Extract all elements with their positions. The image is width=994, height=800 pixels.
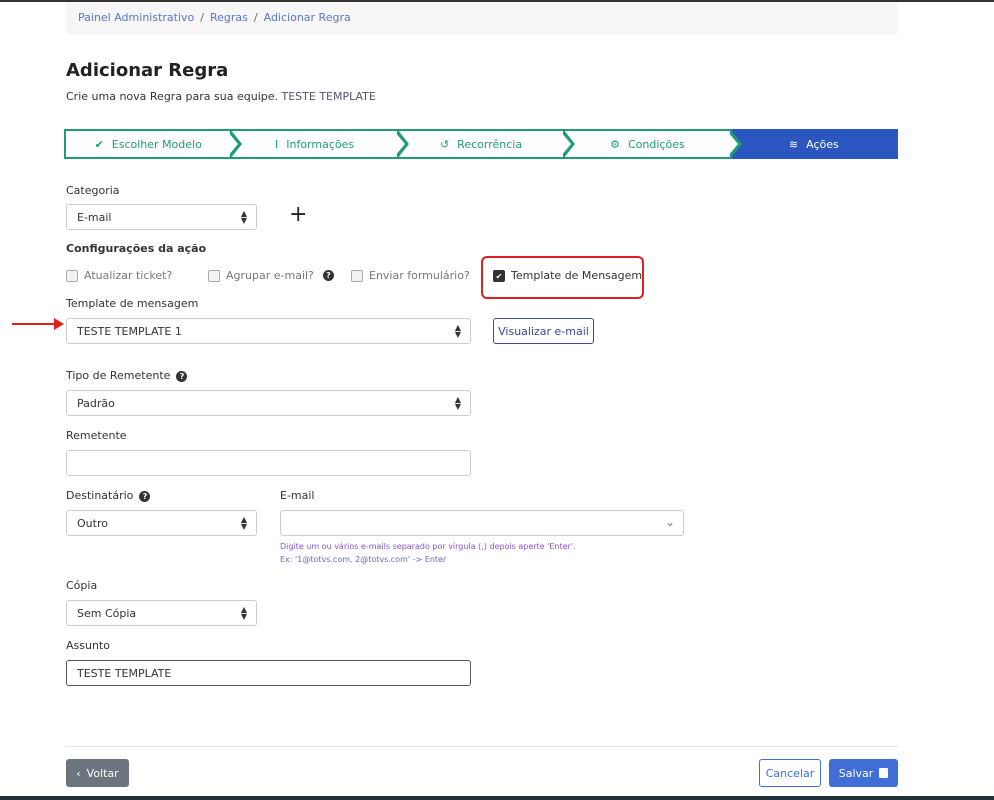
step-label: Ações	[806, 137, 839, 151]
step-label: Informações	[286, 137, 355, 151]
categoria-value: E-mail	[77, 211, 112, 224]
chevron-left-icon: ‹	[76, 766, 81, 780]
red-arrow-icon	[12, 318, 64, 330]
assunto-input[interactable]: TESTE TEMPLATE	[66, 660, 471, 686]
salvar-button[interactable]: Salvar	[829, 759, 898, 787]
email-help-2: Ex: '1@totvs.com, 2@totvs.com' -> Enter	[280, 555, 447, 564]
checkbox-box[interactable]	[351, 269, 363, 282]
checkbox-box[interactable]	[66, 269, 78, 282]
bottom-bar	[0, 796, 994, 800]
sort-caret-icon: ▲ ▼	[240, 209, 247, 225]
highlight-box	[481, 256, 644, 299]
breadcrumb-current: Adicionar Regra	[263, 11, 351, 24]
undo-icon: ↺	[439, 137, 450, 151]
step-informacoes[interactable]: I Informações	[232, 129, 409, 159]
destinatario-label: Destinatário?	[66, 489, 151, 502]
breadcrumb-painel[interactable]: Painel Administrativo	[78, 11, 195, 24]
breadcrumb-separator: /	[200, 11, 204, 24]
template-select[interactable]: TESTE TEMPLATE 1 ▲ ▼	[66, 318, 471, 344]
text-cursor-icon: I	[275, 137, 279, 151]
assunto-label: Assunto	[66, 639, 110, 652]
step-label: Condições	[628, 137, 685, 151]
email-help-1: Digite um ou vários e-mails separado por…	[280, 542, 576, 551]
help-icon[interactable]: ?	[139, 490, 151, 502]
checkbox-atualizar-ticket[interactable]: Atualizar ticket?	[66, 269, 172, 282]
destinatario-text: Destinatário	[66, 489, 134, 502]
categoria-label: Categoria	[66, 184, 120, 197]
step-recorrencia[interactable]: ↺ Recorrência	[398, 129, 576, 159]
tipo-remetente-label: Tipo de Remetente?	[66, 369, 188, 382]
destinatario-select[interactable]: Outro ▲ ▼	[66, 510, 257, 536]
salvar-label: Salvar	[838, 766, 874, 780]
subtitle-name: TESTE TEMPLATE	[281, 90, 376, 103]
copia-value: Sem Cópia	[77, 607, 137, 620]
step-acoes[interactable]: ≋ Ações	[731, 129, 899, 159]
checkbox-label: Agrupar e-mail?	[226, 269, 314, 282]
divider	[66, 746, 898, 747]
step-label: Escolher Modelo	[111, 137, 202, 151]
categoria-select[interactable]: E-mail ▲ ▼	[66, 204, 257, 230]
step-condicoes[interactable]: ⚙ Condições	[565, 129, 742, 159]
email-label: E-mail	[280, 489, 315, 502]
checkbox-label: Enviar formulário?	[369, 269, 470, 282]
gear-icon: ⚙	[610, 137, 620, 151]
stepper: ✔ Escolher Modelo I Informações ↺ Recorrênc…	[64, 129, 899, 159]
step-label: Recorrência	[457, 137, 523, 151]
page-title: Adicionar Regra	[66, 60, 229, 81]
breadcrumb: Painel Administrativo / Regras / Adicionar R…	[66, 2, 898, 35]
tipo-remetente-select[interactable]: Padrão ▲ ▼	[66, 390, 471, 416]
sort-caret-icon: ▲ ▼	[240, 515, 247, 531]
sort-caret-icon: ▲ ▼	[240, 605, 247, 621]
breadcrumb-regras[interactable]: Regras	[209, 11, 248, 24]
help-icon[interactable]: ?	[322, 270, 334, 281]
tipo-remetente-value: Padrão	[77, 397, 115, 410]
cancelar-button[interactable]: Cancelar	[759, 759, 821, 787]
voltar-button[interactable]: ‹ Voltar	[66, 759, 129, 787]
sort-caret-icon: ▲ ▼	[454, 395, 461, 411]
template-label: Template de mensagem	[66, 297, 199, 310]
remetente-label: Remetente	[66, 429, 127, 442]
tipo-remetente-text: Tipo de Remetente	[66, 369, 171, 382]
checkbox-enviar-formulario[interactable]: Enviar formulário?	[351, 269, 470, 282]
breadcrumb-separator: /	[253, 11, 258, 24]
checkbox-label: Template de Mensagem	[511, 269, 643, 282]
copia-label: Cópia	[66, 579, 98, 592]
destinatario-value: Outro	[77, 517, 108, 530]
page-subtitle: Crie uma nova Regra para sua equipe. TES…	[66, 90, 376, 103]
email-input[interactable]: ⌄	[280, 510, 684, 536]
step-escolher-modelo[interactable]: ✔ Escolher Modelo	[64, 129, 243, 159]
checkbox-label: Atualizar ticket?	[84, 269, 173, 282]
visualizar-email-button[interactable]: Visualizar e-mail	[493, 318, 594, 344]
help-icon[interactable]: ?	[176, 370, 188, 382]
template-value: TESTE TEMPLATE 1	[77, 325, 182, 338]
config-label: Configurações da ação	[66, 242, 207, 255]
sort-caret-icon: ▲ ▼	[454, 323, 461, 339]
copia-select[interactable]: Sem Cópia ▲ ▼	[66, 600, 257, 626]
checkbox-box[interactable]	[208, 269, 220, 282]
checkbox-box-checked[interactable]: ✔	[493, 269, 505, 282]
checkbox-agrupar-email[interactable]: Agrupar e-mail??	[208, 269, 334, 282]
chevron-down-icon[interactable]: ⌄	[664, 515, 675, 529]
checkbox-template-mensagem[interactable]: ✔ Template de Mensagem	[493, 269, 642, 282]
remetente-input[interactable]	[66, 450, 471, 476]
subtitle-text: Crie uma nova Regra para sua equipe.	[66, 90, 279, 103]
voltar-label: Voltar	[86, 766, 119, 780]
layers-icon: ≋	[788, 137, 799, 151]
double-check-icon: ✔	[94, 137, 104, 151]
floppy-disk-icon	[879, 768, 889, 778]
add-plus-icon[interactable]: +	[289, 202, 308, 227]
